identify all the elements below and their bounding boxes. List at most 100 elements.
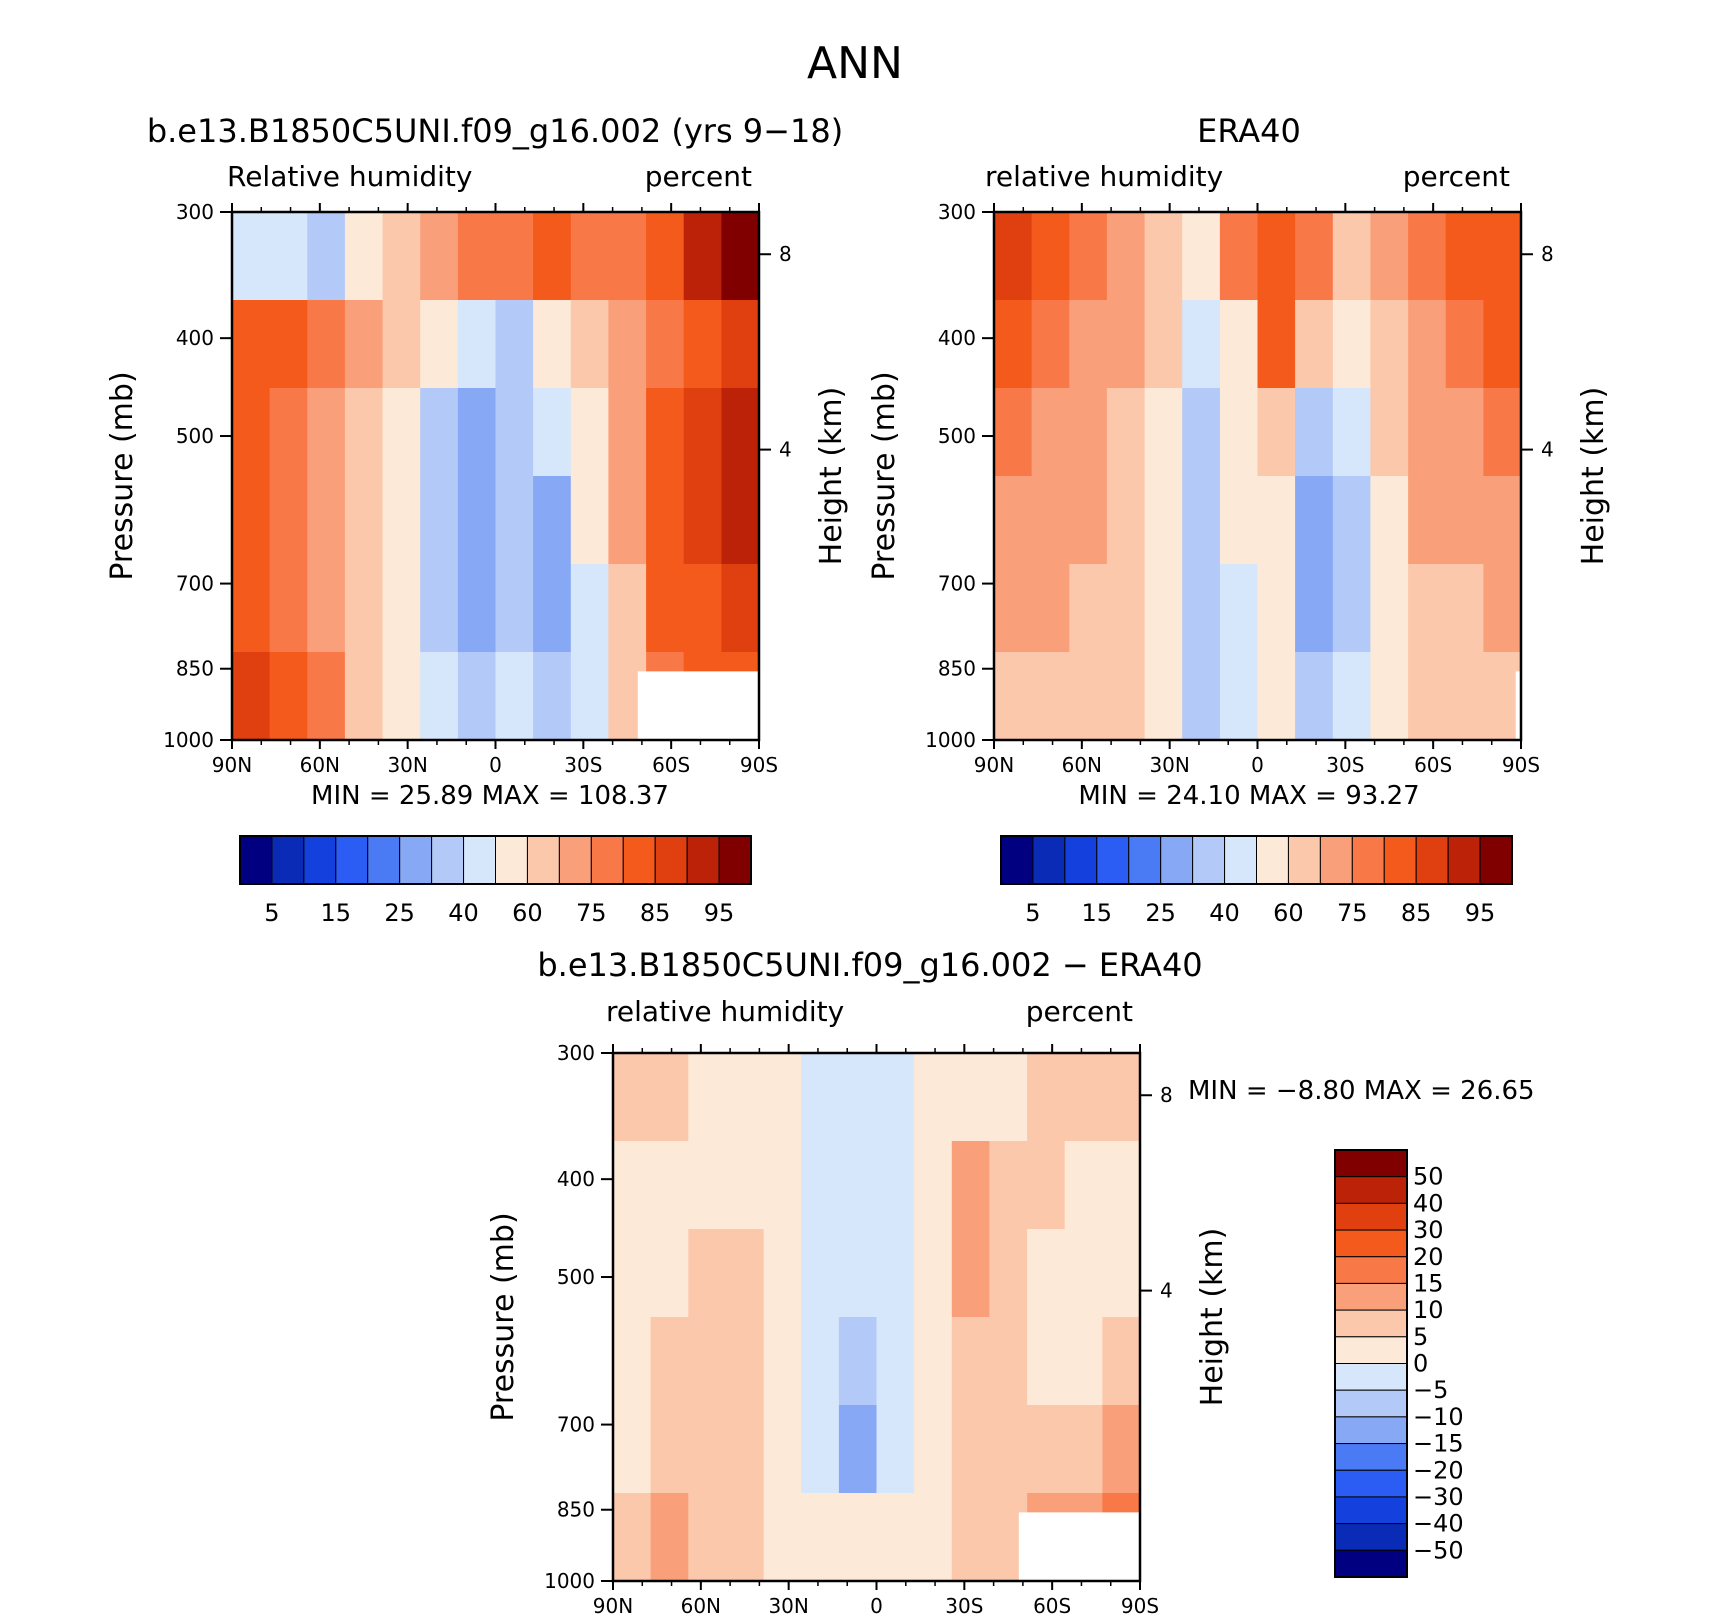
contour-cell xyxy=(269,476,308,565)
y-tick-label: 700 xyxy=(938,572,976,596)
contour-field xyxy=(232,212,760,741)
y2-tick-label: 8 xyxy=(779,242,792,266)
colorbar-frame xyxy=(1334,1149,1408,1578)
colorbar-label: 40 xyxy=(1413,1189,1444,1217)
colorbar-label: 30 xyxy=(1413,1216,1444,1244)
units-label: percent xyxy=(1403,160,1510,193)
contour-cell xyxy=(725,1317,765,1406)
contour-cell xyxy=(688,1493,727,1582)
contour-cell xyxy=(801,1405,840,1494)
contour-cell xyxy=(382,652,421,741)
y-tick-label: 500 xyxy=(557,1265,595,1289)
contour-cell xyxy=(608,564,647,653)
y-tick-label: 300 xyxy=(938,200,976,224)
y2-axis-title: Height (km) xyxy=(814,387,849,566)
contour-cell xyxy=(307,212,346,301)
contour-cell xyxy=(650,1229,689,1318)
contour-cell xyxy=(994,388,1033,477)
contour-cell xyxy=(1257,388,1296,477)
contour-cell xyxy=(1483,476,1522,565)
contour-cell xyxy=(1182,212,1221,301)
colorbar-label: 95 xyxy=(1465,899,1496,927)
contour-cell xyxy=(1031,564,1070,653)
contour-cell xyxy=(495,476,534,565)
contour-cell xyxy=(457,652,497,741)
contour-cell xyxy=(1483,652,1522,741)
colorbar-swatch xyxy=(1334,1363,1408,1391)
contour-cell xyxy=(914,1493,953,1582)
colorbar-swatch xyxy=(1447,835,1481,885)
missing-data-region xyxy=(637,671,759,740)
contour-cell xyxy=(1445,212,1484,301)
colorbar-swatch xyxy=(622,835,656,885)
colorbar-label: 25 xyxy=(384,899,415,927)
colorbar-swatch xyxy=(1334,1282,1408,1311)
colorbar-swatch xyxy=(1334,1416,1408,1445)
y-tick-label: 850 xyxy=(938,657,976,681)
contour-cell xyxy=(801,1053,840,1142)
contour-cell xyxy=(570,212,609,301)
contour-cell xyxy=(420,388,459,477)
contour-cell xyxy=(1182,476,1221,565)
colorbar-swatch xyxy=(1160,835,1194,885)
contour-cell xyxy=(1027,1317,1066,1406)
contour-cell xyxy=(269,652,308,741)
colorbar-swatch xyxy=(1224,835,1257,885)
contour-cell xyxy=(1102,1229,1141,1318)
colorbar-label: 5 xyxy=(264,899,279,927)
panel-title: ERA40 xyxy=(1197,112,1301,150)
contour-cell xyxy=(1219,388,1259,477)
colorbar-label: 60 xyxy=(1273,899,1304,927)
colorbar-swatch xyxy=(1334,1256,1408,1284)
contour-cell xyxy=(688,1229,727,1318)
contour-cell xyxy=(608,212,647,301)
x-tick-label: 90S xyxy=(1502,753,1540,777)
contour-cell xyxy=(801,1317,840,1406)
contour-cell xyxy=(1219,300,1259,389)
contour-cell xyxy=(838,1229,878,1318)
contour-cell xyxy=(1370,300,1409,389)
min-max-text: MIN = 24.10 MAX = 93.27 xyxy=(1078,781,1419,811)
contour-cell xyxy=(1106,652,1146,741)
min-max-text: MIN = 25.89 MAX = 108.37 xyxy=(311,781,669,811)
contour-cell xyxy=(420,564,459,653)
contour-cell xyxy=(533,476,572,565)
y2-tick-label: 8 xyxy=(1160,1083,1173,1107)
contour-cell xyxy=(269,388,308,477)
contour-cell xyxy=(1064,1317,1103,1406)
contour-cell xyxy=(1408,476,1447,565)
colorbar-swatch xyxy=(1334,1176,1408,1204)
y-tick-label: 300 xyxy=(176,200,214,224)
contour-cell xyxy=(763,1317,802,1406)
contour-cell xyxy=(994,652,1033,741)
contour-cell xyxy=(1102,1317,1141,1406)
contour-cell xyxy=(683,564,722,653)
contour-cell xyxy=(307,652,346,741)
y2-axis-title: Height (km) xyxy=(1195,1228,1230,1407)
colorbar-swatch xyxy=(1383,835,1417,885)
contour-cell xyxy=(570,300,609,389)
contour-cell xyxy=(232,652,271,741)
contour-cell xyxy=(382,212,421,301)
contour-cell xyxy=(307,564,346,653)
contour-cell xyxy=(994,564,1033,653)
colorbar-swatch xyxy=(1334,1443,1408,1471)
x-tick-label: 60S xyxy=(1414,753,1452,777)
contour-cell xyxy=(232,564,271,653)
x-tick-label: 60N xyxy=(681,1594,721,1616)
x-tick-label: 60N xyxy=(1062,753,1102,777)
y-tick-label: 400 xyxy=(176,326,214,350)
colorbar-swatch xyxy=(1096,835,1130,885)
colorbar-label: 20 xyxy=(1413,1243,1444,1271)
contour-cell xyxy=(570,476,609,565)
y-tick-label: 300 xyxy=(557,1041,595,1065)
contour-cell xyxy=(1445,300,1484,389)
contour-cell xyxy=(1483,300,1522,389)
y2-tick-label: 4 xyxy=(1541,438,1554,462)
colorbar-swatch xyxy=(1192,835,1226,885)
contour-cell xyxy=(1069,476,1108,565)
y-tick-label: 850 xyxy=(176,657,214,681)
contour-cell xyxy=(269,300,308,389)
contour-cell xyxy=(994,476,1033,565)
contour-cell xyxy=(495,564,534,653)
